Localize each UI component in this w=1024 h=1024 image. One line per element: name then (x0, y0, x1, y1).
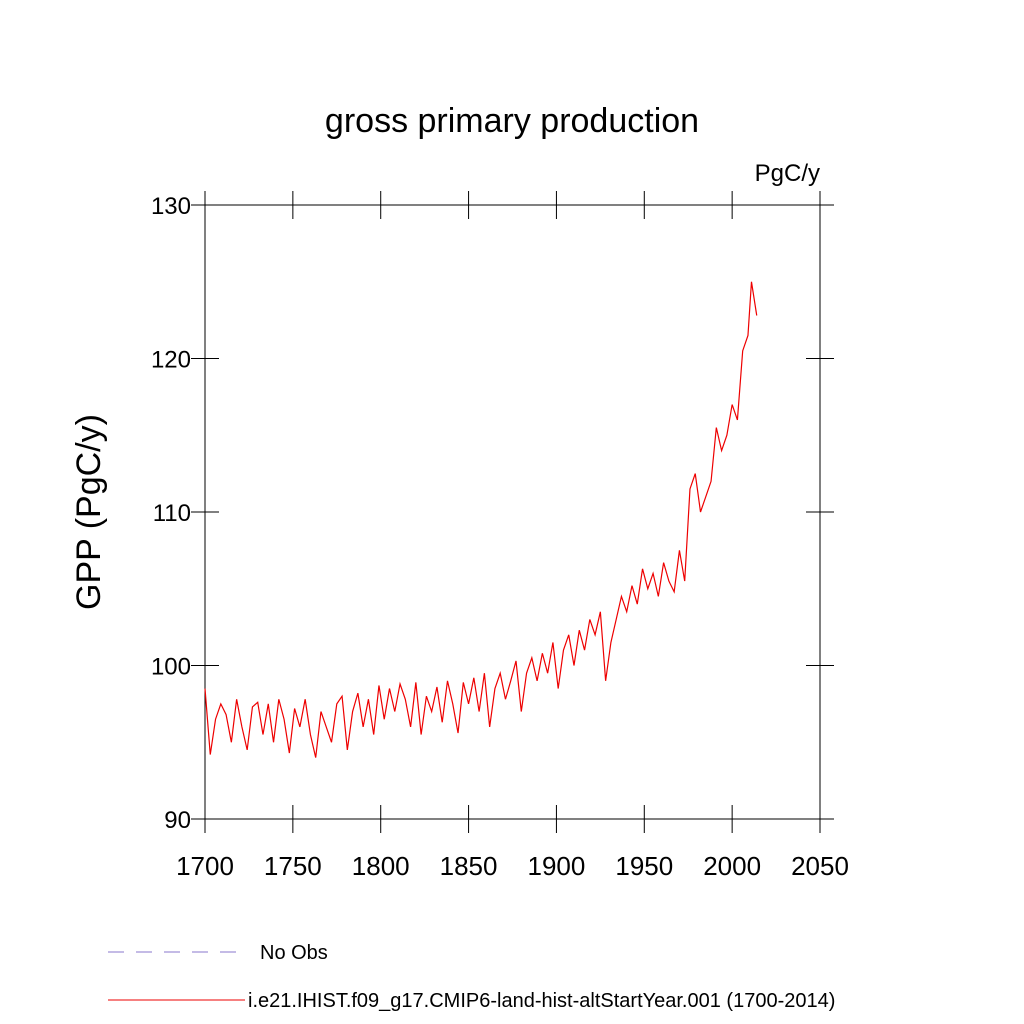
series-line (204, 281, 758, 758)
x-tick-label: 1800 (352, 851, 410, 881)
legend-label: i.e21.IHIST.f09_g17.CMIP6-land-hist-altS… (248, 990, 835, 1012)
unit-annotation: PgC/y (755, 160, 820, 187)
y-tick-label: 100 (151, 654, 191, 681)
legend-label: No Obs (260, 942, 328, 964)
x-tick-label: 1850 (440, 851, 498, 881)
x-tick-label: 1900 (528, 851, 586, 881)
y-tick-label: 120 (151, 347, 191, 374)
plot-frame (204, 204, 821, 820)
x-tick-label: 1750 (264, 851, 322, 881)
x-tick-label: 2000 (703, 851, 761, 881)
x-tick-label: 1700 (176, 851, 234, 881)
x-tick-label: 1950 (615, 851, 673, 881)
y-tick-label: 130 (151, 193, 191, 220)
y-axis-label: GPP (PgC/y) (70, 414, 108, 610)
y-tick-label: 90 (164, 807, 191, 834)
y-tick-label: 110 (153, 500, 191, 527)
x-tick-label: 2050 (791, 851, 849, 881)
chart-title: gross primary production (325, 102, 699, 140)
